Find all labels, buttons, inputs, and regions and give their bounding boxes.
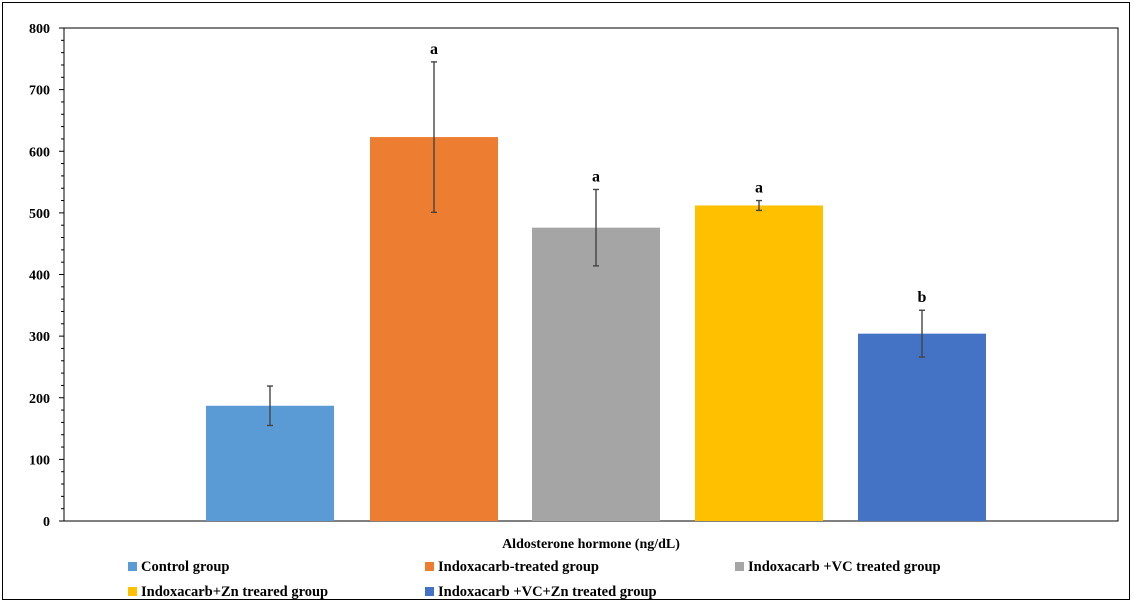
legend-label-2: Indoxacarb-treated group	[438, 559, 599, 575]
legend-label-1: Control group	[141, 559, 230, 575]
legend-swatch-1	[128, 562, 137, 571]
legend-swatch-5	[425, 587, 434, 596]
bar-3	[532, 227, 660, 522]
legend-label-5: Indoxacarb +VC+Zn treated group	[438, 584, 657, 600]
y-tick-label: 500	[29, 207, 50, 222]
significance-label-3: a	[592, 168, 600, 185]
x-axis-label: Aldosterone hormone (ng/dL)	[502, 537, 680, 552]
legend: Control group Indoxacarb-treated group Ind…	[128, 559, 941, 600]
y-tick-label: 400	[29, 269, 50, 284]
legend-label-4: Indoxacarb+Zn treared group	[141, 584, 328, 600]
legend-swatch-2	[425, 562, 434, 571]
y-tick-label: 0	[43, 515, 50, 530]
significance-label-2: a	[430, 41, 438, 58]
y-tick-label: 300	[29, 330, 50, 345]
bar-5	[858, 333, 986, 521]
significance-label-5: b	[918, 289, 927, 306]
bar-4	[695, 205, 823, 522]
bars-group: a a a b	[206, 41, 986, 522]
y-tick-label: 600	[29, 145, 50, 160]
legend-swatch-3	[735, 562, 744, 571]
y-tick-label: 800	[29, 22, 50, 37]
legend-swatch-4	[128, 587, 137, 596]
y-tick-label: 100	[29, 453, 50, 468]
significance-label-4: a	[755, 180, 763, 197]
y-tick-label: 700	[29, 84, 50, 99]
legend-label-3: Indoxacarb +VC treated group	[748, 559, 941, 575]
y-tick-label: 200	[29, 392, 50, 407]
